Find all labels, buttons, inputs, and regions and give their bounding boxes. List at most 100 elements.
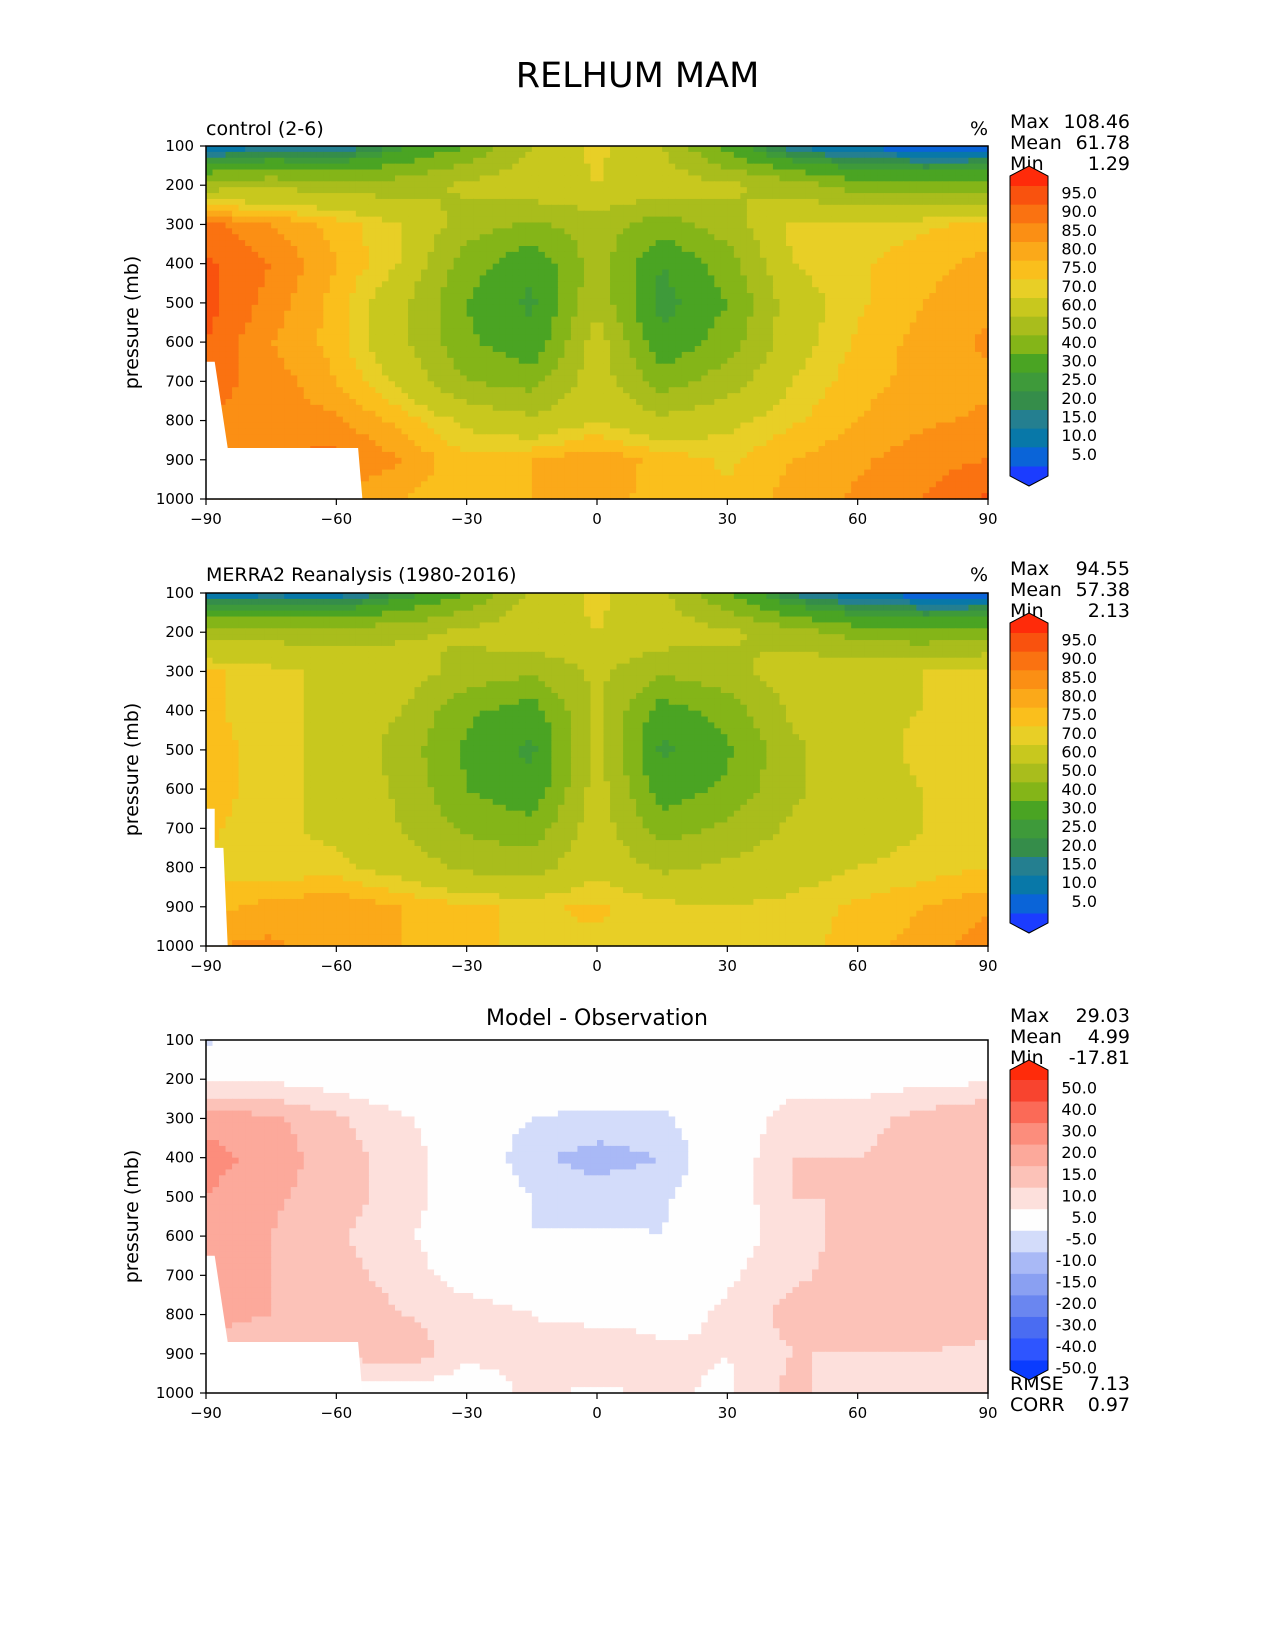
heatmap-cell [316, 387, 324, 394]
heatmap-cell [512, 169, 520, 177]
heatmap-cell [968, 198, 976, 206]
heatmap-cell [225, 310, 233, 318]
heatmap-cell [883, 351, 891, 359]
heatmap-cell [818, 222, 826, 229]
heatmap-cell [694, 222, 702, 229]
heatmap-cell [512, 234, 520, 241]
heatmap-cell [264, 240, 272, 247]
heatmap-cell [655, 369, 663, 377]
heatmap-cell [707, 328, 715, 335]
heatmap-cell [623, 322, 631, 329]
heatmap-cell [714, 304, 722, 312]
heatmap-cell [310, 322, 318, 329]
heatmap-cell [473, 263, 481, 271]
heatmap-cell [655, 193, 663, 200]
panel-title-merra2: MERRA2 Reanalysis (1980-2016) [206, 564, 517, 586]
heatmap-cell [870, 187, 878, 194]
heatmap-cell [206, 222, 214, 229]
heatmap-cell [499, 251, 507, 259]
heatmap-cell [479, 281, 487, 288]
heatmap-cell [544, 316, 552, 324]
heatmap-cell [597, 204, 605, 212]
heatmap-cell [245, 234, 253, 241]
heatmap-cell [447, 228, 455, 235]
heatmap-cell [570, 346, 579, 353]
heatmap-cell [297, 363, 305, 371]
heatmap-cell [799, 198, 807, 206]
heatmap-cell [525, 263, 533, 271]
heatmap-cell [701, 175, 709, 182]
heatmap-cell [206, 357, 214, 365]
heatmap-cell [623, 275, 631, 282]
heatmap-cell [623, 375, 631, 382]
heatmap-cell [805, 163, 813, 171]
heatmap-cell [655, 163, 663, 171]
heatmap-cell [303, 363, 311, 371]
heatmap-cell [408, 381, 416, 388]
heatmap-cell [466, 334, 474, 341]
heatmap-cell [805, 351, 813, 359]
heatmap-cell [479, 246, 487, 253]
heatmap-cell [694, 293, 702, 300]
heatmap-cell [408, 363, 416, 371]
heatmap-cell [342, 275, 350, 282]
heatmap-cell [473, 346, 481, 353]
heatmap-cell [870, 234, 878, 241]
heatmap-cell [662, 257, 670, 265]
heatmap-cell [740, 187, 748, 194]
heatmap-cell [408, 275, 416, 282]
heatmap-cell [720, 246, 728, 253]
heatmap-cell [857, 228, 865, 235]
heatmap-cell [238, 257, 246, 265]
heatmap-cell [336, 240, 344, 247]
heatmap-cell [753, 175, 761, 182]
heatmap-cell [616, 269, 624, 277]
heatmap-cell [701, 157, 709, 165]
heatmap-cell [838, 269, 846, 277]
heatmap-cell [355, 187, 363, 194]
heatmap-cell [968, 304, 976, 312]
heatmap-cell [440, 375, 448, 382]
heatmap-cell [290, 275, 298, 282]
heatmap-cell [610, 175, 618, 182]
heatmap-cell [753, 328, 761, 335]
heatmap-cell [746, 298, 754, 306]
heatmap-cell [759, 293, 768, 300]
heatmap-cell [388, 369, 396, 377]
heatmap-cell [277, 322, 285, 329]
heatmap-cell [785, 381, 794, 388]
heatmap-cell [772, 316, 781, 324]
heatmap-cell [323, 304, 331, 312]
heatmap-cell [590, 181, 598, 188]
heatmap-cell [531, 204, 539, 212]
heatmap-cell [916, 181, 924, 188]
heatmap-cell [557, 298, 566, 306]
heatmap-cell [232, 251, 240, 259]
heatmap-cell [961, 251, 970, 259]
heatmap-cell [740, 234, 748, 241]
heatmap-cell [375, 387, 383, 394]
heatmap-cell [557, 269, 566, 277]
heatmap-cell [629, 381, 637, 388]
heatmap-cell [538, 293, 546, 300]
heatmap-cell [499, 204, 507, 212]
heatmap-cell [701, 263, 709, 271]
heatmap-cell [479, 351, 487, 359]
heatmap-cell [394, 298, 403, 306]
heatmap-cell [799, 293, 807, 300]
heatmap-cell [212, 187, 220, 194]
heatmap-cell [505, 187, 513, 194]
heatmap-cell [212, 193, 220, 200]
heatmap-cell [655, 257, 663, 265]
heatmap-cell [694, 198, 702, 206]
heatmap-cell [303, 351, 311, 359]
heatmap-cell [896, 275, 904, 282]
heatmap-cell [473, 351, 481, 359]
heatmap-cell [232, 375, 240, 382]
heatmap-cell [766, 193, 774, 200]
heatmap-cell [440, 146, 448, 153]
heatmap-cell [460, 381, 468, 388]
heatmap-cell [740, 346, 748, 353]
heatmap-cell [557, 146, 566, 153]
heatmap-cell [662, 169, 670, 177]
